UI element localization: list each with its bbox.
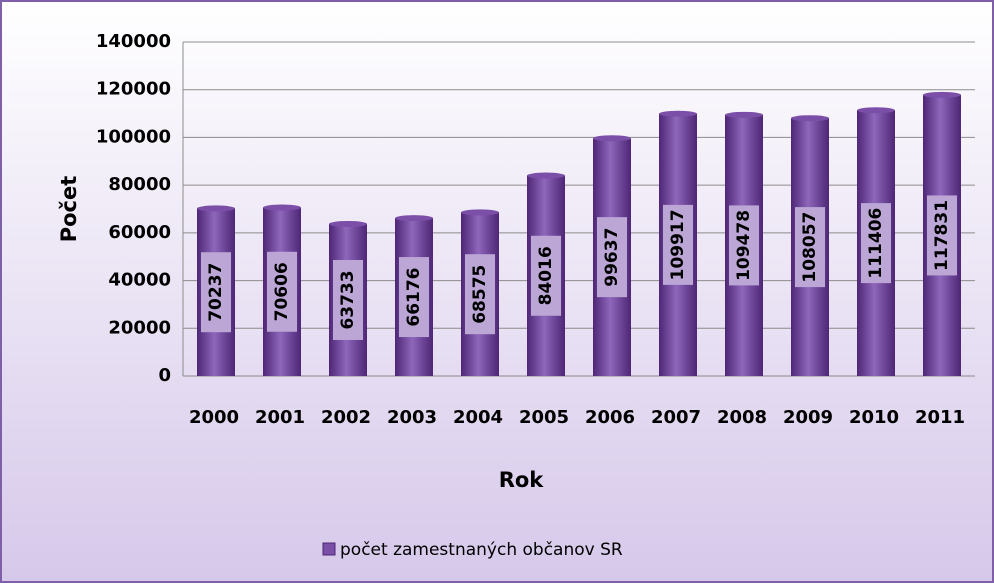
bar-top xyxy=(593,135,631,142)
x-tick-label: 2008 xyxy=(717,407,767,428)
x-tick-label: 2002 xyxy=(321,407,371,428)
data-label: 109478 xyxy=(734,210,754,281)
x-tick-label: 2007 xyxy=(651,407,701,428)
data-label-box xyxy=(399,257,429,338)
bar-top xyxy=(263,204,301,211)
data-label-box xyxy=(333,259,363,340)
data-label-box xyxy=(927,195,957,276)
x-axis-label: Rok xyxy=(499,468,545,492)
bar-top xyxy=(527,172,565,179)
y-tick-label: 140000 xyxy=(96,31,171,52)
y-tick-label: 40000 xyxy=(108,270,171,291)
data-label: 70237 xyxy=(206,263,226,322)
bar-top xyxy=(923,91,961,98)
bar-top xyxy=(461,209,499,216)
data-label: 70606 xyxy=(272,262,292,321)
data-label: 99637 xyxy=(602,228,622,287)
data-label: 63733 xyxy=(338,270,358,329)
data-label: 117831 xyxy=(932,200,952,271)
y-tick-label: 80000 xyxy=(108,174,171,195)
x-tick-label: 2010 xyxy=(849,407,899,428)
x-tick-label: 2009 xyxy=(783,407,833,428)
data-label-box xyxy=(729,205,759,286)
bar-top xyxy=(197,205,235,212)
data-label-box xyxy=(597,217,627,298)
legend-marker xyxy=(322,542,336,556)
y-tick-label: 60000 xyxy=(108,222,171,243)
y-tick-label: 0 xyxy=(158,365,171,386)
data-label-box xyxy=(267,251,297,332)
y-axis-label: Počet xyxy=(57,176,81,243)
data-label: 66176 xyxy=(404,267,424,326)
data-label: 68575 xyxy=(470,265,490,324)
y-tick-label: 100000 xyxy=(96,126,171,147)
legend-label: počet zamestnaných občanov SR xyxy=(340,540,623,560)
data-label: 84016 xyxy=(536,246,556,305)
data-label: 108057 xyxy=(800,212,820,283)
data-label: 111406 xyxy=(866,208,886,279)
y-tick-label: 20000 xyxy=(108,317,171,338)
bar-top xyxy=(857,107,895,114)
x-tick-label: 2001 xyxy=(255,407,305,428)
x-tick-label: 2005 xyxy=(519,407,569,428)
data-label: 109917 xyxy=(668,209,688,280)
x-tick-label: 2011 xyxy=(915,407,965,428)
x-tick-label: 2003 xyxy=(387,407,437,428)
bar-top xyxy=(395,215,433,222)
bar-top xyxy=(329,220,367,227)
y-tick-label: 120000 xyxy=(96,79,171,100)
x-tick-label: 2000 xyxy=(189,407,239,428)
data-label-box xyxy=(795,207,825,288)
data-label-box xyxy=(531,235,561,316)
data-label-box xyxy=(861,203,891,284)
data-label-box xyxy=(201,252,231,333)
bar-top xyxy=(791,115,829,122)
x-tick-label: 2004 xyxy=(453,407,503,428)
bar-top xyxy=(725,111,763,118)
data-label-box xyxy=(663,204,693,285)
bar-top xyxy=(659,110,697,117)
x-tick-label: 2006 xyxy=(585,407,635,428)
data-label-box xyxy=(465,254,495,335)
